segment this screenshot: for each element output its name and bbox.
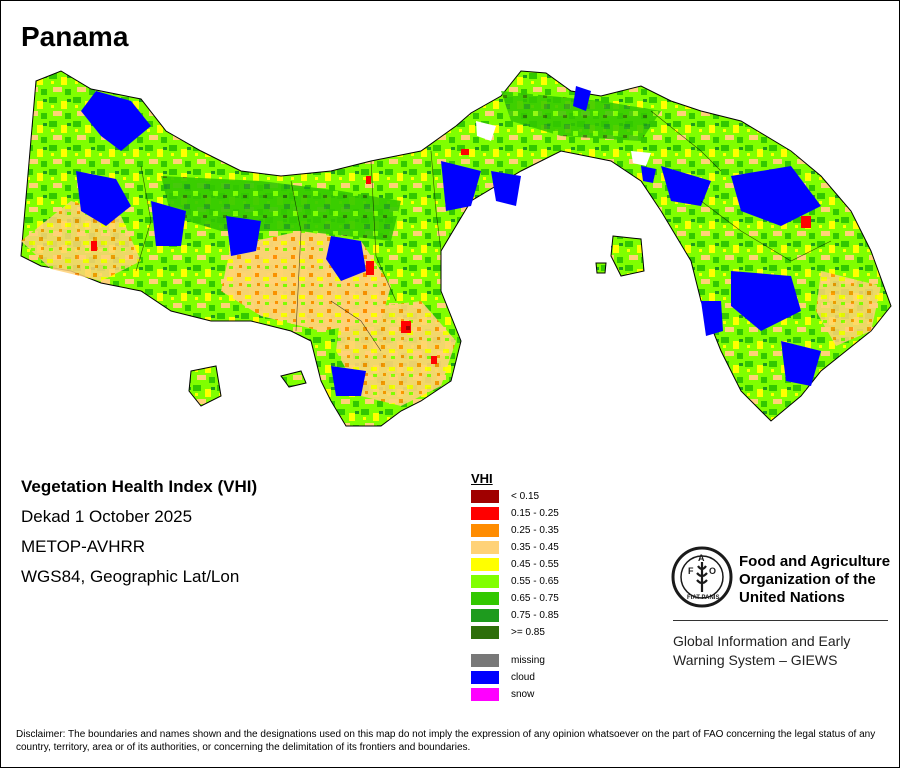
- legend-swatch: [471, 524, 499, 537]
- legend-label: 0.55 - 0.65: [511, 576, 559, 587]
- legend-swatch: [471, 592, 499, 605]
- small-island-1: [280, 370, 307, 388]
- giews-line1: Global Information and Early: [673, 633, 851, 649]
- fao-logo-motto: FIAT PANIS: [687, 595, 719, 601]
- legend-swatch: [471, 671, 499, 684]
- legend-swatch: [471, 558, 499, 571]
- legend-swatch: [471, 688, 499, 701]
- vhi-map: [20, 70, 892, 427]
- index-name: Vegetation Health Index (VHI): [21, 477, 258, 496]
- projection-label: WGS84, Geographic Lat/Lon: [21, 567, 240, 586]
- legend-swatch: [471, 490, 499, 503]
- organization-name: Food and Agriculture Organization of the…: [739, 553, 899, 607]
- map-title: Panama: [21, 21, 129, 52]
- legend-swatch: [471, 507, 499, 520]
- period-label: Dekad 1 October 2025: [21, 507, 193, 526]
- fao-logo: F A O FIAT PANIS: [671, 546, 733, 608]
- dry-zone-darien: [816, 271, 881, 346]
- legend-swatch: [471, 575, 499, 588]
- organization-name-line3: United Nations: [739, 589, 845, 606]
- legend-label: 0.15 - 0.25: [511, 508, 559, 519]
- legend-label: 0.65 - 0.75: [511, 593, 559, 604]
- legend-label: 0.35 - 0.45: [511, 542, 559, 553]
- legend-label: 0.25 - 0.35: [511, 525, 559, 536]
- panama-landmass: [20, 70, 892, 427]
- legend-swatch: [471, 609, 499, 622]
- legend-label: missing: [511, 655, 545, 666]
- giews-label: Global Information and Early Warning Sys…: [673, 632, 850, 670]
- legend-label: >= 0.85: [511, 627, 545, 638]
- sensor-label: METOP-AVHRR: [21, 537, 146, 556]
- divider: [673, 620, 888, 621]
- dry-zone-azuero: [336, 301, 456, 406]
- organization-name-line2: Organization of the: [739, 571, 876, 588]
- fao-logo-letter-f: F: [688, 566, 694, 576]
- legend-label: 0.75 - 0.85: [511, 610, 559, 621]
- pearl-islands: [610, 235, 645, 277]
- organization-name-line1: Food and Agriculture: [739, 553, 891, 570]
- legend-label: < 0.15: [511, 491, 540, 502]
- small-island-2: [595, 262, 607, 274]
- green-zone-north: [161, 176, 401, 241]
- province-boundaries: [135, 110, 832, 352]
- legend-heading: VHI: [471, 471, 493, 486]
- legend-swatch: [471, 541, 499, 554]
- legend-swatch: [471, 654, 499, 667]
- fao-logo-letter-o: O: [709, 566, 716, 576]
- coiba-island: [188, 365, 222, 407]
- cloud-cover: [76, 86, 821, 396]
- disclaimer: Disclaimer: The boundaries and names sho…: [16, 729, 876, 753]
- fao-logo-letter-a: A: [698, 553, 705, 563]
- legend-swatch: [471, 626, 499, 639]
- legend-label: cloud: [511, 672, 535, 683]
- green-zone-east: [501, 91, 661, 141]
- giews-line2: Warning System – GIEWS: [673, 652, 838, 668]
- legend-label: snow: [511, 689, 535, 700]
- missing-areas: [476, 121, 651, 166]
- legend-label: 0.45 - 0.55: [511, 559, 559, 570]
